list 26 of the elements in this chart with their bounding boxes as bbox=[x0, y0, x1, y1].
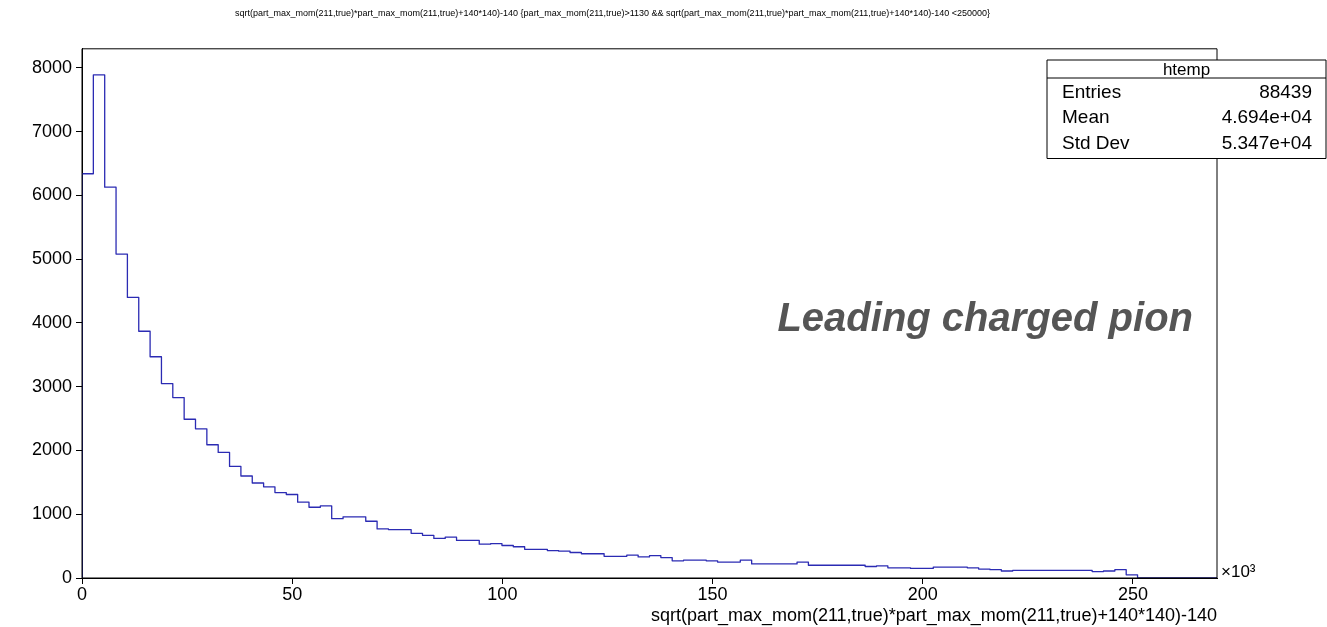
annotation: Std Dev bbox=[1062, 131, 1131, 153]
x-axis-title: sqrt(part_max_mom(211,true)*part_max_mom(211,true)+140*140)-140 bbox=[650, 605, 1217, 627]
y-tick-label: 5000 bbox=[31, 248, 72, 269]
annotation: Mean bbox=[1062, 106, 1110, 128]
y-tick-label: 4000 bbox=[31, 311, 72, 332]
annotation: Leading charged pion bbox=[777, 295, 1193, 340]
y-tick-label: 8000 bbox=[31, 56, 72, 77]
x-tick-label: 150 bbox=[697, 583, 728, 604]
x-tick-label: 200 bbox=[907, 583, 938, 604]
text: 88439 bbox=[1259, 80, 1312, 102]
x-tick-label: 0 bbox=[76, 583, 88, 604]
annotation: htemp bbox=[1162, 59, 1211, 79]
x-tick-label: 50 bbox=[282, 583, 303, 604]
text: ×10³ bbox=[1221, 561, 1256, 581]
x-tick-label: 250 bbox=[1117, 583, 1148, 604]
y-tick-label: 2000 bbox=[31, 439, 72, 460]
x-tick-label: 100 bbox=[487, 583, 518, 604]
text: 5.347e+04 bbox=[1221, 131, 1313, 153]
y-tick-label: 3000 bbox=[31, 375, 72, 396]
y-tick-label: 0 bbox=[61, 566, 72, 587]
y-tick-label: 1000 bbox=[31, 503, 72, 524]
text: 4.694e+04 bbox=[1221, 106, 1313, 128]
chart-title: sqrt(part_max_mom(211,true)*part_max_mom(211,true)+140*140)-140 {part_max_mom(211,true)>1130 && sqrt(part_max_mom(211,true)*part_max_mom(211,true)+140*140)-140 <250000} bbox=[235, 7, 990, 18]
y-tick-label: 6000 bbox=[31, 184, 72, 205]
y-tick-label: 7000 bbox=[31, 120, 72, 141]
annotation: Entries bbox=[1062, 80, 1122, 102]
